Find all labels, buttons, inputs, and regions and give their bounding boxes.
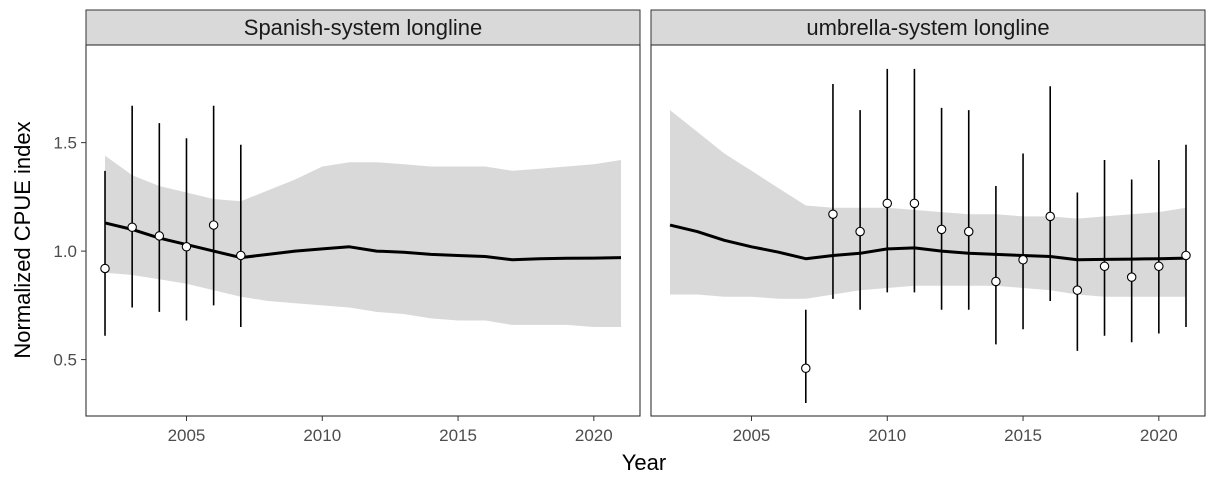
y-axis-title: Normalized CPUE index — [10, 121, 35, 358]
data-point — [1126, 272, 1137, 282]
panel-border — [650, 44, 1206, 417]
x-tick-label: 2020 — [1140, 426, 1178, 445]
data-point — [963, 226, 974, 237]
panel-border — [85, 44, 641, 417]
x-tick-label: 2005 — [168, 426, 206, 445]
x-tick-label: 2005 — [733, 426, 771, 445]
data-point — [1099, 261, 1110, 272]
data-point — [1154, 261, 1164, 272]
data-point — [208, 220, 219, 230]
confidence-ribbon — [670, 110, 1186, 299]
data-point — [801, 363, 811, 374]
panel-title: Spanish-system longline — [244, 15, 482, 40]
y-tick-label: 0.5 — [53, 351, 77, 370]
data-point — [882, 198, 893, 209]
y-tick-label: 1.0 — [53, 242, 77, 261]
data-point — [154, 231, 165, 241]
x-tick-label: 2010 — [303, 426, 341, 445]
data-point — [181, 242, 192, 252]
data-point — [1018, 255, 1028, 265]
data-point — [936, 224, 947, 235]
panel-strip — [85, 9, 641, 46]
y-tick-label: 1.5 — [53, 134, 77, 153]
panel-2: umbrella-system longline 2005 2010 2015 2020 — [650, 9, 1206, 445]
data-point — [236, 250, 246, 261]
panel-title: umbrella-system longline — [806, 15, 1049, 40]
x-axis-title: Year — [622, 450, 666, 475]
data-point — [1072, 285, 1083, 295]
panel-strip — [650, 9, 1206, 46]
confidence-ribbon — [105, 155, 621, 327]
data-point — [855, 226, 865, 237]
x-tick-label: 2015 — [1004, 426, 1042, 445]
trend-line — [669, 223, 1187, 262]
x-tick-label: 2015 — [439, 426, 477, 445]
data-point — [1181, 250, 1191, 261]
data-point — [1045, 211, 1055, 222]
x-tick-label: 2010 — [868, 426, 906, 445]
data-point — [100, 263, 110, 274]
data-point — [909, 198, 920, 209]
data-point — [828, 209, 838, 219]
panel-1: Spanish-system longline 2005 2010 2015 2020 0… — [53, 9, 641, 445]
data-point — [127, 222, 137, 232]
data-point — [991, 276, 1001, 287]
x-tick-label: 2020 — [575, 426, 613, 445]
